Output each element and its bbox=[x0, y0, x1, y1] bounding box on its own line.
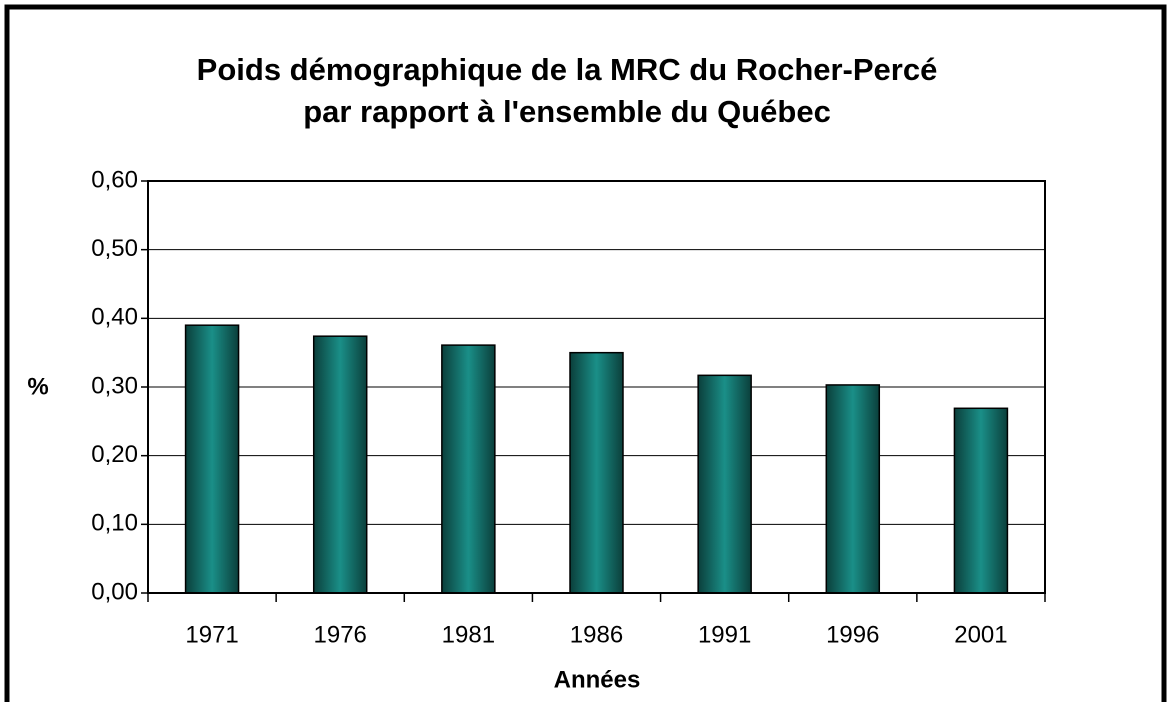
y-tick-label: 0,50 bbox=[91, 235, 138, 262]
chart-title: Poids démographique de la MRC du Rocher-… bbox=[197, 52, 938, 87]
x-tick-label: 2001 bbox=[954, 621, 1007, 648]
x-tick-label: 1976 bbox=[314, 621, 367, 648]
bar bbox=[825, 384, 881, 594]
bar bbox=[953, 407, 1009, 594]
x-tick-label: 1986 bbox=[570, 621, 623, 648]
y-tick-label: 0,60 bbox=[91, 166, 138, 193]
y-tick-label: 0,10 bbox=[91, 510, 138, 537]
y-tick-label: 0,00 bbox=[91, 578, 138, 605]
y-tick-label: 0,30 bbox=[91, 372, 138, 399]
x-tick-label: 1971 bbox=[185, 621, 238, 648]
y-axis-title: % bbox=[27, 373, 48, 400]
y-tick-label: 0,20 bbox=[91, 441, 138, 468]
x-tick-label: 1981 bbox=[442, 621, 495, 648]
bar bbox=[312, 335, 368, 594]
chart-title: par rapport à l'ensemble du Québec bbox=[303, 94, 831, 129]
x-axis-title: Années bbox=[554, 666, 641, 693]
bar bbox=[441, 344, 496, 594]
y-tick-label: 0,40 bbox=[91, 304, 138, 331]
bar bbox=[184, 324, 240, 594]
bar bbox=[569, 351, 624, 594]
x-tick-label: 1996 bbox=[826, 621, 879, 648]
bar bbox=[697, 374, 752, 594]
x-tick-label: 1991 bbox=[698, 621, 751, 648]
chart-border bbox=[4, 4, 1167, 702]
